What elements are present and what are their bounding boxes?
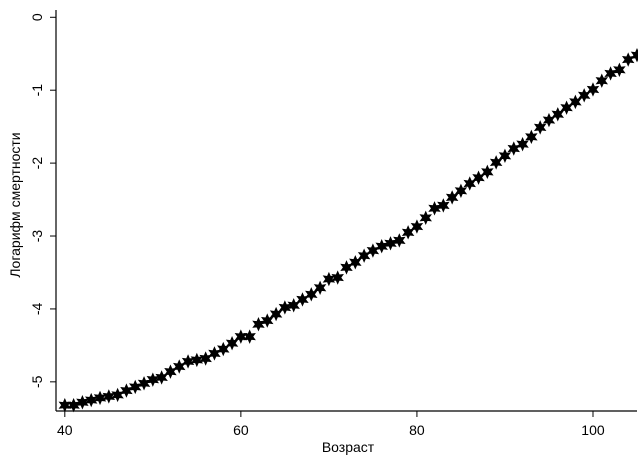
data-point xyxy=(525,129,538,145)
data-point xyxy=(621,52,635,67)
data-point xyxy=(313,280,327,295)
data-point xyxy=(551,107,564,122)
data-point xyxy=(533,120,547,135)
data-point xyxy=(269,306,283,322)
data-point xyxy=(454,183,468,199)
x-tick-label: 100 xyxy=(581,422,605,438)
data-point xyxy=(410,219,424,234)
x-ticks: 40 60 80 100 xyxy=(57,411,605,438)
data-point xyxy=(164,364,177,379)
data-point xyxy=(305,287,318,302)
data-points xyxy=(58,48,638,413)
x-tick-label: 40 xyxy=(57,422,73,438)
data-point xyxy=(208,346,221,361)
data-point xyxy=(225,335,239,351)
data-point xyxy=(217,341,230,357)
data-point xyxy=(296,292,309,307)
y-axis-label: Логарифм смертности xyxy=(7,132,23,277)
data-point xyxy=(349,255,362,270)
data-point xyxy=(120,383,133,398)
data-point xyxy=(595,73,609,88)
x-tick-label: 60 xyxy=(233,422,249,438)
y-tick-label: -1 xyxy=(29,84,45,97)
data-point xyxy=(613,62,626,77)
data-point xyxy=(261,313,274,328)
data-point xyxy=(481,164,494,180)
data-point xyxy=(173,359,186,374)
data-point xyxy=(489,155,503,170)
y-tick-label: -4 xyxy=(29,302,45,315)
data-point xyxy=(419,210,432,225)
y-tick-label: -2 xyxy=(29,157,45,170)
data-point xyxy=(340,260,353,275)
data-point xyxy=(630,48,638,63)
y-ticks: 0 -1 -2 -3 -4 -5 xyxy=(29,13,56,388)
data-point xyxy=(437,198,450,213)
data-point xyxy=(252,317,265,332)
data-point xyxy=(393,233,406,248)
data-point xyxy=(366,243,380,258)
data-point xyxy=(445,190,459,205)
data-point xyxy=(129,379,142,395)
data-point xyxy=(472,170,485,185)
data-point xyxy=(586,82,600,97)
data-point xyxy=(137,376,151,391)
data-point xyxy=(243,329,256,344)
data-point xyxy=(498,148,512,164)
x-axis-label: Возраст xyxy=(322,439,375,455)
data-point xyxy=(516,136,529,152)
data-point xyxy=(569,94,582,110)
y-tick-label: -3 xyxy=(29,230,45,243)
data-point xyxy=(331,270,344,285)
data-point xyxy=(401,225,415,240)
data-point xyxy=(58,397,72,413)
axes xyxy=(55,10,637,412)
x-tick-label: 80 xyxy=(409,422,425,438)
y-tick-label: -5 xyxy=(29,375,45,388)
y-tick-label: 0 xyxy=(29,13,45,21)
